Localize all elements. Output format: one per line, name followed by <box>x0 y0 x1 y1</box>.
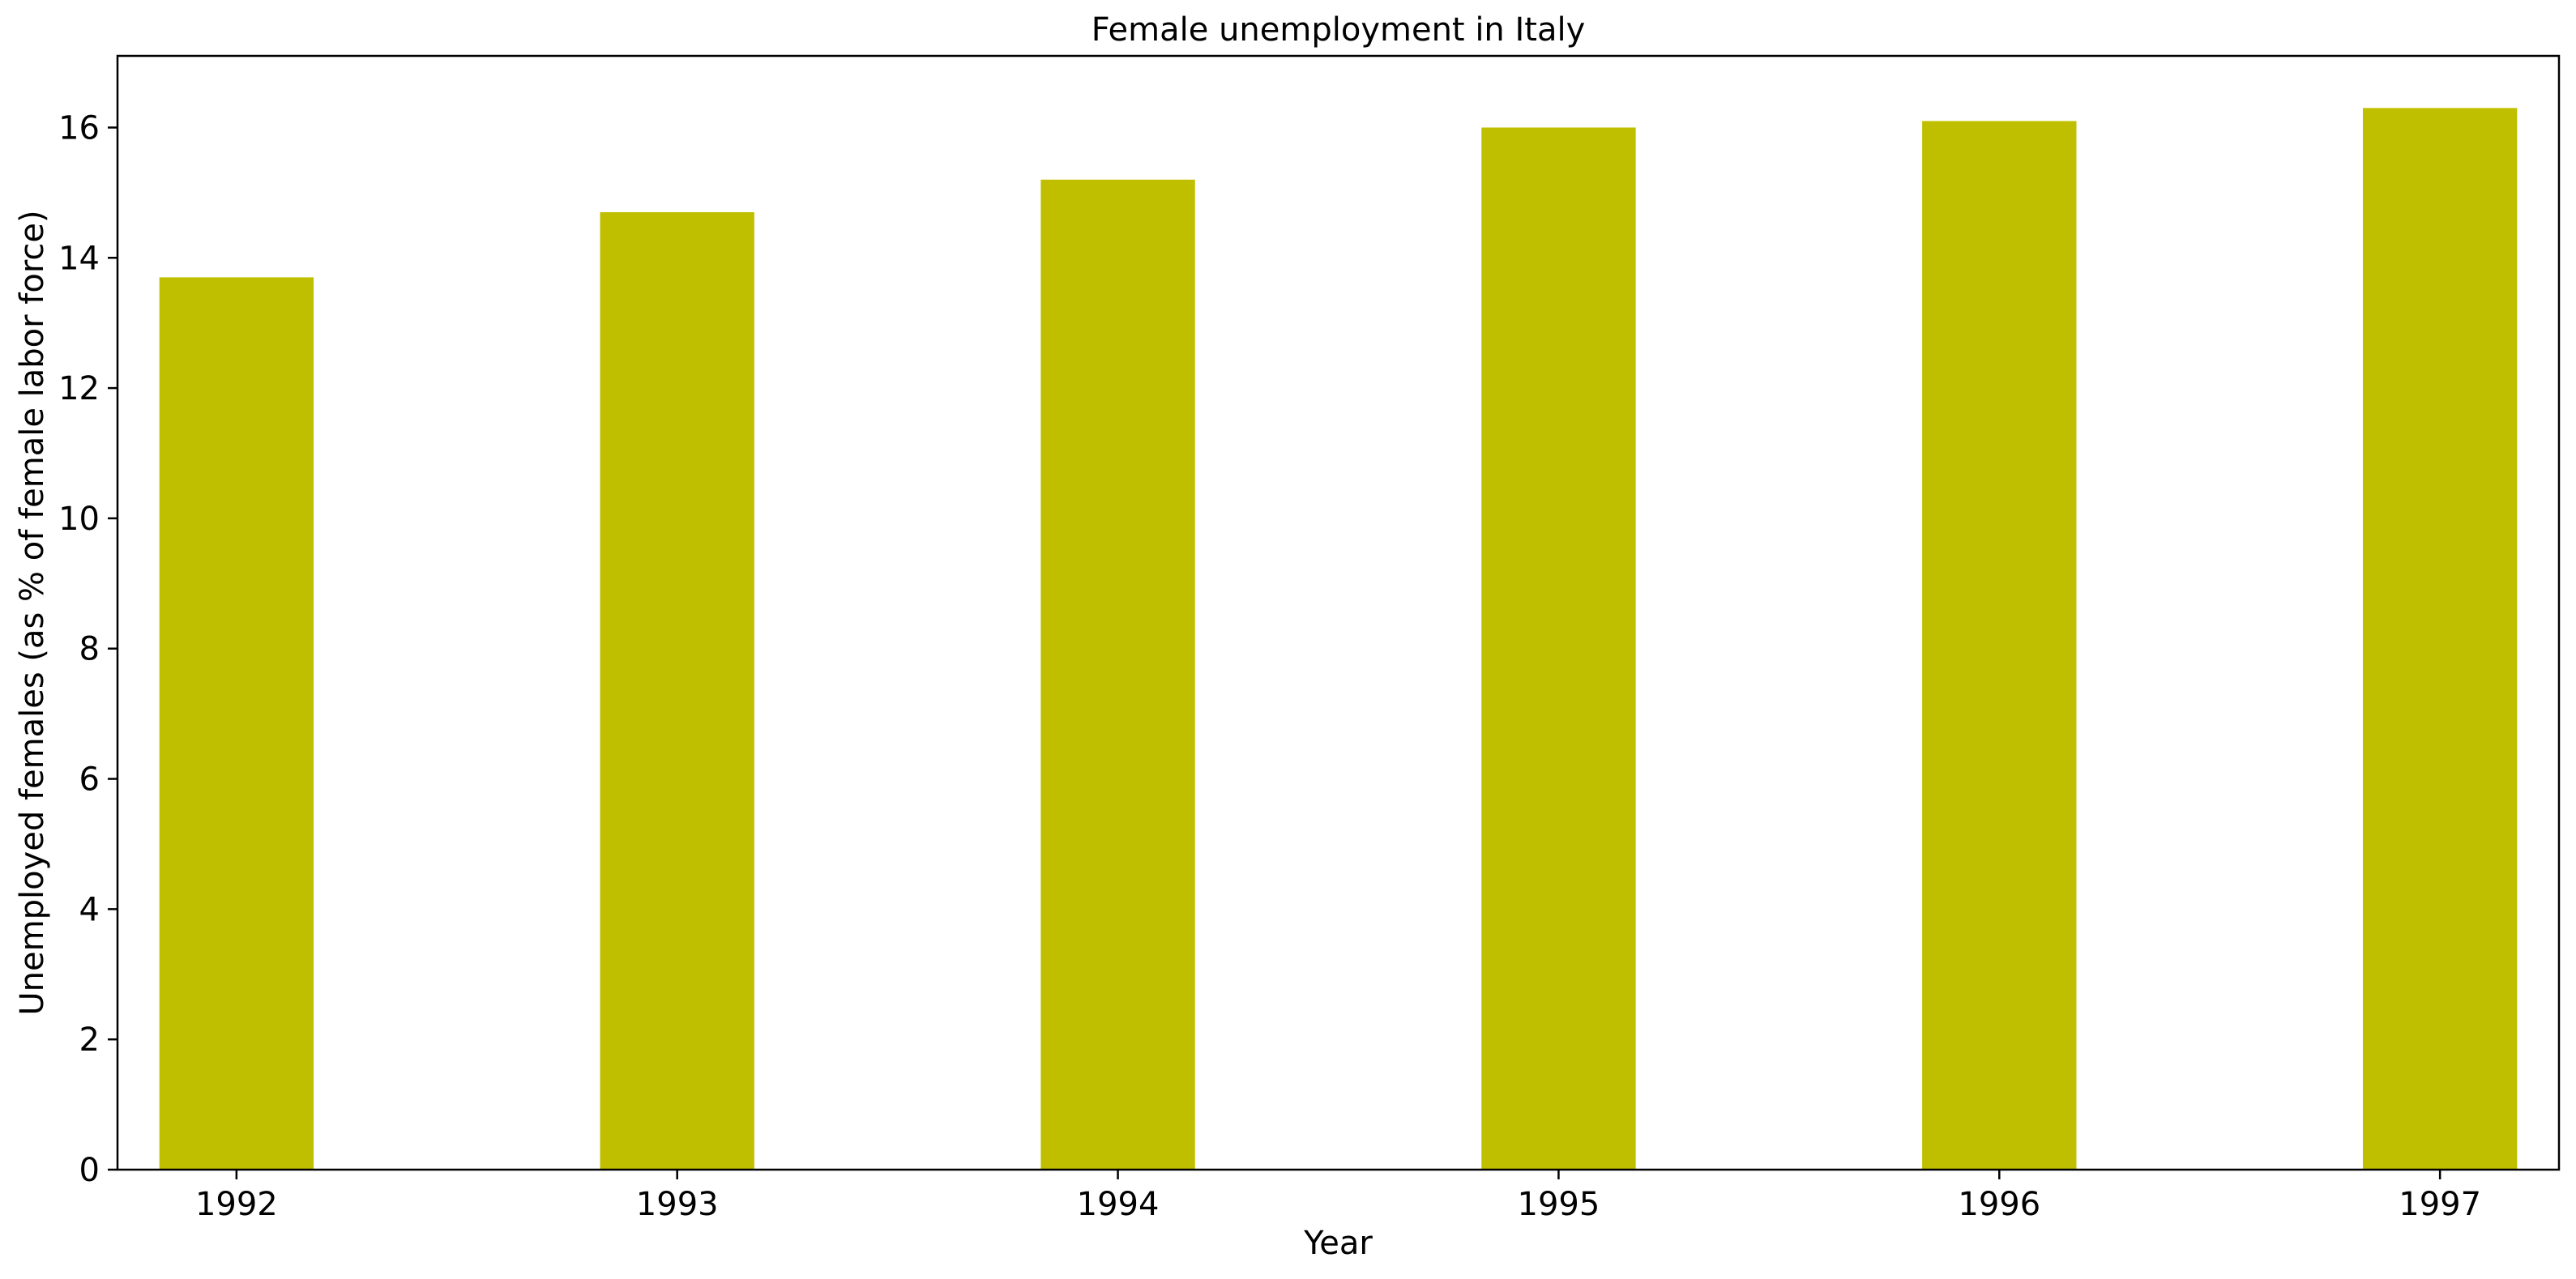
x-axis-label: Year <box>1303 1225 1373 1262</box>
chart-title: Female unemployment in Italy <box>1091 11 1586 49</box>
bar-1994 <box>1040 179 1195 1170</box>
x-tick-label: 1994 <box>1077 1186 1160 1223</box>
bar-1996 <box>1922 121 2077 1170</box>
x-tick-label: 1992 <box>195 1186 278 1223</box>
bar-1997 <box>2362 108 2518 1170</box>
x-tick-label: 1997 <box>2399 1186 2481 1223</box>
bar-1992 <box>159 277 314 1170</box>
y-tick-label: 2 <box>79 1021 100 1059</box>
x-tick-label: 1993 <box>636 1186 719 1223</box>
bar-1993 <box>600 211 754 1170</box>
y-tick-label: 14 <box>58 240 100 277</box>
y-axis: 0 2 4 6 8 10 12 14 16 <box>58 109 117 1189</box>
plot-frame <box>116 54 2561 1171</box>
x-tick-label: 1996 <box>1958 1186 2040 1223</box>
y-tick-label: 4 <box>79 891 100 928</box>
x-axis: 1992 1993 1994 1995 1996 1997 <box>195 1170 2481 1223</box>
y-tick-label: 6 <box>79 761 100 799</box>
bars-group <box>159 108 2518 1170</box>
y-tick-label: 8 <box>79 631 100 668</box>
y-tick-label: 10 <box>58 501 100 538</box>
x-tick-label: 1995 <box>1518 1186 1600 1223</box>
y-tick-label: 12 <box>58 370 100 407</box>
bar-1995 <box>1481 127 1636 1170</box>
y-tick-label: 16 <box>58 109 100 147</box>
y-axis-label: Unemployed females (as % of female labor… <box>14 210 51 1015</box>
y-tick-label: 0 <box>79 1152 100 1189</box>
